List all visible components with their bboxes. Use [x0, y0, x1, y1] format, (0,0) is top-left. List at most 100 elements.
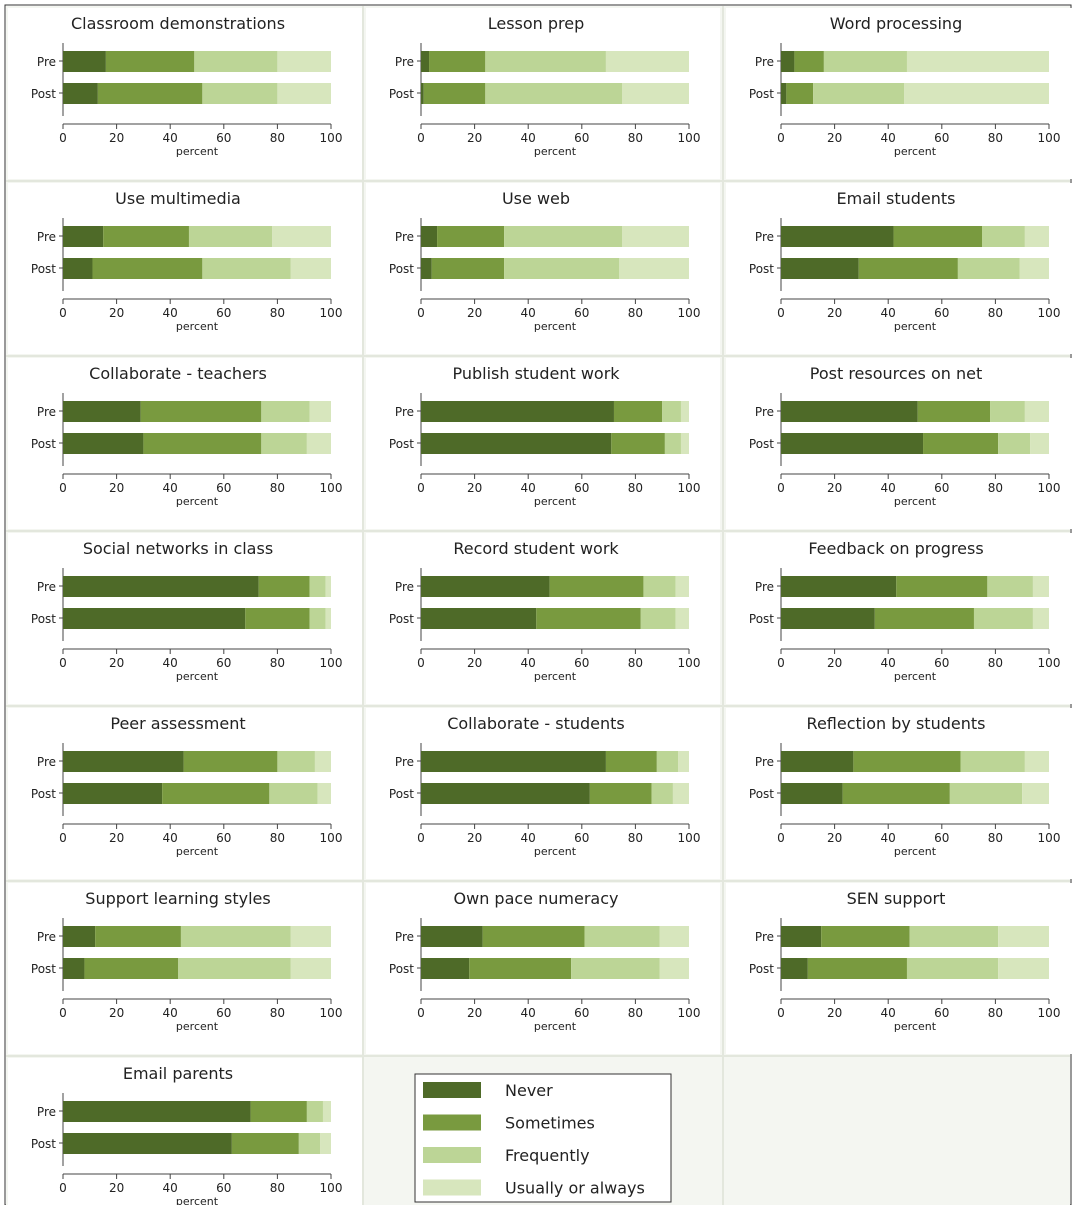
x-tick-label: 80: [628, 131, 643, 145]
bar-post-sometimes: [84, 958, 179, 979]
bar-pre-usually-or-always: [1024, 226, 1049, 247]
bar-post-frequently: [269, 783, 318, 804]
bar-post-never: [63, 1133, 232, 1154]
x-tick-label: 40: [163, 481, 178, 495]
x-tick-label: 60: [216, 656, 231, 670]
legend-swatch: [423, 1179, 481, 1196]
row-label-pre: Pre: [755, 405, 774, 419]
bar-pre-never: [63, 401, 141, 422]
x-tick-label: 40: [163, 831, 178, 845]
bar-post-frequently: [998, 433, 1031, 454]
x-tick-label: 40: [521, 481, 536, 495]
bar-pre-usually-or-always: [605, 51, 689, 72]
x-tick-label: 60: [574, 306, 589, 320]
panel-title: Collaborate - students: [447, 714, 625, 733]
bar-pre-sometimes: [613, 401, 663, 422]
x-tick-label: 100: [320, 1006, 343, 1020]
row-label-pre: Pre: [755, 930, 774, 944]
bar-pre-sometimes: [893, 226, 982, 247]
bar-pre-never: [781, 576, 897, 597]
panel-title: Social networks in class: [83, 539, 273, 558]
bar-pre-frequently: [180, 926, 291, 947]
chart-panel: Email students 0 20 40 60 80 100 percent Pre Post: [726, 183, 1076, 354]
bar-post-sometimes: [842, 783, 950, 804]
bar-post-sometimes: [245, 608, 310, 629]
bar-post-frequently: [973, 608, 1033, 629]
row-label-post: Post: [31, 1137, 56, 1151]
x-tick-label: 40: [881, 131, 896, 145]
bar-pre-sometimes: [794, 51, 824, 72]
bar-post-never: [421, 258, 432, 279]
x-axis-label: percent: [534, 145, 577, 158]
bar-post-sometimes: [231, 1133, 299, 1154]
bar-post-never: [421, 83, 424, 104]
row-label-post: Post: [31, 962, 56, 976]
x-axis-label: percent: [176, 1020, 219, 1033]
legend-swatch: [423, 1082, 481, 1098]
chart-panel: Own pace numeracy 0 20 40 60 80 100 percent Pre P…: [366, 883, 720, 1054]
row-label-post: Post: [389, 437, 414, 451]
x-tick-label: 20: [827, 131, 842, 145]
x-tick-label: 60: [934, 131, 949, 145]
x-tick-label: 100: [678, 1006, 701, 1020]
bar-post-usually-or-always: [325, 608, 331, 629]
x-tick-label: 0: [417, 131, 425, 145]
x-tick-label: 20: [827, 1006, 842, 1020]
x-tick-label: 60: [934, 306, 949, 320]
chart-panel: Record student work 0 20 40 60 80 100 percent Pr…: [366, 533, 720, 704]
x-tick-label: 20: [467, 656, 482, 670]
bar-post-never: [63, 258, 93, 279]
bar-post-usually-or-always: [675, 608, 689, 629]
bar-post-never: [781, 958, 808, 979]
row-label-pre: Pre: [395, 755, 414, 769]
x-tick-label: 0: [59, 131, 67, 145]
bar-post-usually-or-always: [290, 958, 331, 979]
legend-label: Usually or always: [505, 1179, 645, 1198]
bar-pre-sometimes: [103, 226, 189, 247]
bar-pre-never: [421, 576, 550, 597]
bar-pre-frequently: [504, 226, 622, 247]
bar-post-never: [63, 433, 144, 454]
x-tick-label: 100: [678, 656, 701, 670]
bar-pre-sometimes: [258, 576, 310, 597]
x-tick-label: 60: [574, 831, 589, 845]
bar-post-never: [421, 433, 612, 454]
x-axis-label: percent: [534, 845, 577, 858]
x-tick-label: 20: [467, 481, 482, 495]
x-tick-label: 80: [988, 656, 1003, 670]
bar-post-frequently: [485, 83, 622, 104]
row-label-post: Post: [389, 612, 414, 626]
row-label-post: Post: [749, 437, 774, 451]
x-tick-label: 100: [1038, 656, 1061, 670]
x-tick-label: 40: [881, 1006, 896, 1020]
panel-title: Feedback on progress: [808, 539, 983, 558]
bar-pre-sometimes: [140, 401, 262, 422]
x-tick-label: 100: [320, 831, 343, 845]
row-label-pre: Pre: [37, 230, 56, 244]
panel-title: Support learning styles: [85, 889, 270, 908]
x-tick-label: 40: [881, 481, 896, 495]
x-axis-label: percent: [176, 320, 219, 333]
bar-pre-never: [63, 226, 104, 247]
panel-title: Publish student work: [452, 364, 620, 383]
x-tick-label: 0: [777, 656, 785, 670]
bar-pre-never: [63, 751, 184, 772]
bar-pre-sometimes: [605, 751, 657, 772]
bar-post-frequently: [202, 258, 291, 279]
bar-post-frequently: [504, 258, 620, 279]
row-label-pre: Pre: [395, 405, 414, 419]
bar-post-sometimes: [469, 958, 572, 979]
x-axis-label: percent: [534, 320, 577, 333]
x-tick-label: 60: [216, 481, 231, 495]
row-label-pre: Pre: [755, 580, 774, 594]
x-tick-label: 60: [216, 831, 231, 845]
bar-pre-usually-or-always: [678, 751, 689, 772]
x-axis-label: percent: [894, 670, 937, 683]
bar-pre-usually-or-always: [1032, 576, 1049, 597]
bar-pre-usually-or-always: [1024, 751, 1049, 772]
bar-post-usually-or-always: [680, 433, 689, 454]
x-tick-label: 80: [988, 131, 1003, 145]
x-tick-label: 80: [270, 1181, 285, 1195]
bar-post-frequently: [202, 83, 278, 104]
bar-pre-usually-or-always: [272, 226, 331, 247]
